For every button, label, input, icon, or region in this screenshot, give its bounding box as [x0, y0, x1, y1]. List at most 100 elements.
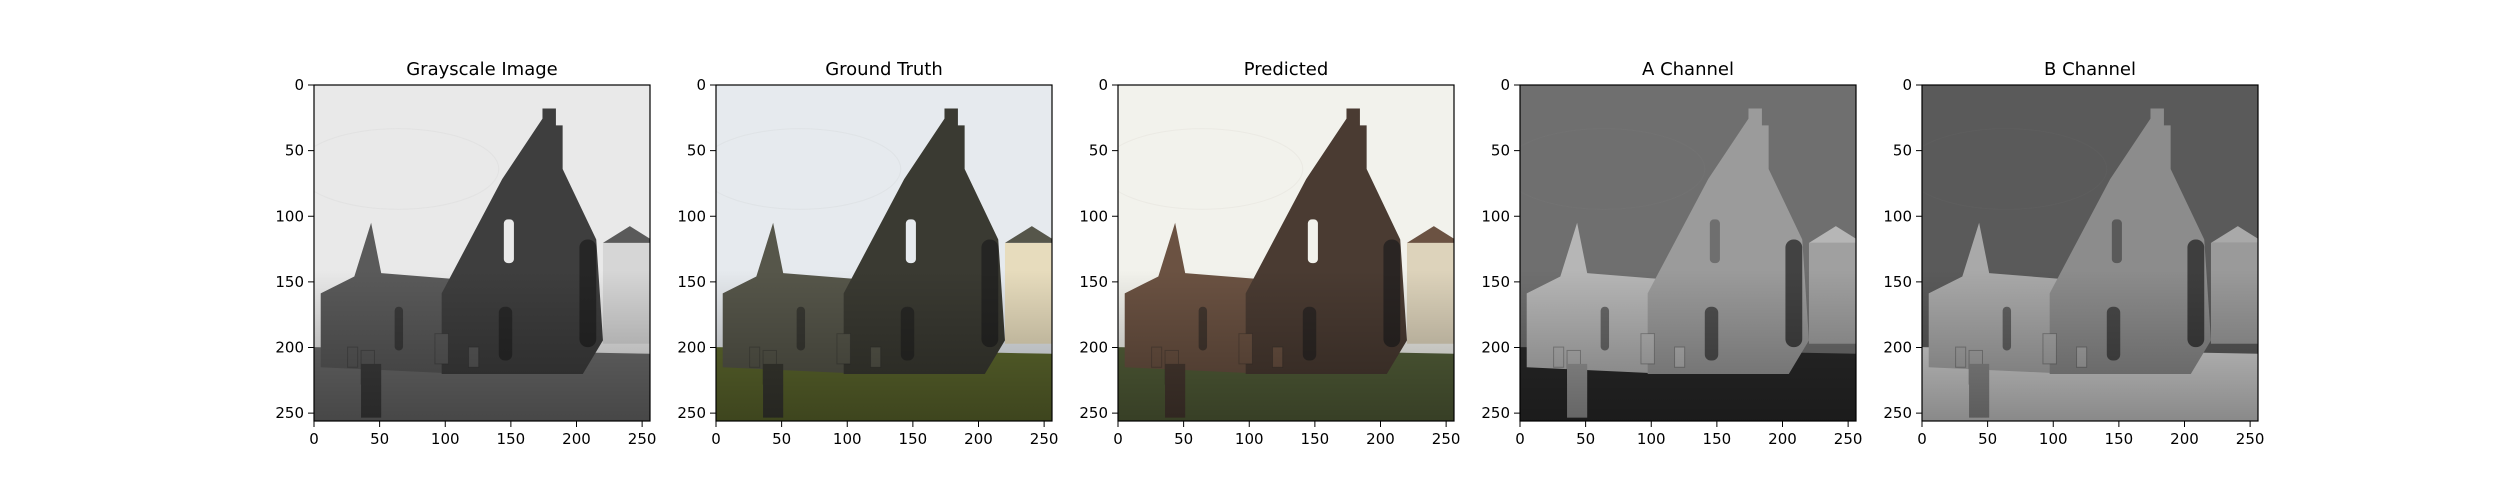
x-tick-label: 100: [833, 430, 862, 448]
x-tick-label: 200: [964, 430, 993, 448]
shade-overlay: [1118, 269, 1454, 421]
x-axis: 0 50 100 150 200 250: [1515, 421, 1862, 448]
y-axis: 0 50 100 150 200 250: [275, 76, 314, 422]
window-opening: [905, 219, 916, 264]
cloud-shape: [1520, 128, 1706, 210]
panel-ground-truth: Ground Truth 0 50 100 150 200 250 0 50 100 150 200 2…: [677, 59, 1058, 448]
y-tick-label: 200: [1481, 339, 1510, 357]
x-axis: 0 50 100 150 200 250: [309, 421, 656, 448]
y-tick-label: 0: [1902, 76, 1912, 94]
x-tick-label: 50: [1174, 430, 1193, 448]
shade-overlay: [314, 269, 650, 421]
x-axis: 0 50 100 150 200 250: [711, 421, 1058, 448]
y-tick-label: 100: [1481, 207, 1510, 225]
window-opening: [1307, 219, 1318, 264]
house-roof: [1406, 226, 1454, 243]
y-tick-label: 150: [1481, 273, 1510, 291]
shade-overlay: [1520, 269, 1856, 421]
x-tick-label: 150: [2105, 430, 2134, 448]
y-tick-label: 50: [1491, 142, 1510, 160]
y-tick-label: 250: [1079, 404, 1108, 422]
y-tick-label: 150: [275, 273, 304, 291]
house-roof: [1004, 226, 1052, 243]
panel-a-channel: A Channel 0 50 100 150 200 250 0 50 100 150 200 250: [1481, 59, 1862, 448]
axes-frame: [1117, 84, 1455, 422]
y-tick-label: 100: [1883, 207, 1912, 225]
x-tick-label: 150: [899, 430, 928, 448]
y-tick-label: 150: [677, 273, 706, 291]
x-tick-label: 50: [1576, 430, 1595, 448]
y-tick-label: 200: [275, 339, 304, 357]
panel-title: Predicted: [1244, 59, 1329, 80]
x-tick-label: 200: [1366, 430, 1395, 448]
house-roof: [602, 226, 650, 243]
house-roof: [2210, 226, 2258, 243]
y-tick-label: 150: [1079, 273, 1108, 291]
x-tick-label: 200: [2170, 430, 2199, 448]
window-opening: [1709, 219, 1720, 264]
x-tick-label: 100: [431, 430, 460, 448]
y-tick-label: 250: [275, 404, 304, 422]
axes-frame: [1519, 84, 1857, 422]
panel-title: B Channel: [2044, 59, 2136, 80]
x-tick-label: 0: [1515, 430, 1525, 448]
y-tick-label: 200: [1079, 339, 1108, 357]
shade-overlay: [716, 269, 1052, 421]
y-tick-label: 200: [1883, 339, 1912, 357]
axes-frame: [715, 84, 1053, 422]
x-tick-label: 250: [1834, 430, 1863, 448]
panel-image: [1520, 85, 1856, 421]
y-tick-label: 0: [1098, 76, 1108, 94]
x-tick-label: 250: [1030, 430, 1059, 448]
x-tick-label: 50: [772, 430, 791, 448]
y-tick-label: 250: [1481, 404, 1510, 422]
shade-overlay: [1922, 269, 2258, 421]
x-tick-label: 50: [1978, 430, 1997, 448]
axes-frame: [1921, 84, 2259, 422]
x-tick-label: 150: [1301, 430, 1330, 448]
x-tick-label: 100: [2039, 430, 2068, 448]
x-tick-label: 0: [711, 430, 721, 448]
axes-frame: [313, 84, 651, 422]
x-tick-label: 0: [1917, 430, 1927, 448]
y-tick-label: 100: [677, 207, 706, 225]
x-tick-label: 250: [2236, 430, 2265, 448]
x-tick-label: 50: [370, 430, 389, 448]
x-tick-label: 0: [309, 430, 319, 448]
x-tick-label: 250: [1432, 430, 1461, 448]
x-axis: 0 50 100 150 200 250: [1113, 421, 1460, 448]
x-tick-label: 100: [1235, 430, 1264, 448]
x-tick-label: 100: [1637, 430, 1666, 448]
panel-title: Grayscale Image: [406, 59, 558, 80]
y-tick-label: 100: [1079, 207, 1108, 225]
y-axis: 0 50 100 150 200 250: [1481, 76, 1520, 422]
cloud-shape: [1118, 128, 1304, 210]
cloud-shape: [716, 128, 902, 210]
y-tick-label: 250: [1883, 404, 1912, 422]
cloud-shape: [314, 128, 500, 210]
y-tick-label: 50: [285, 142, 304, 160]
panel-image: [314, 85, 650, 421]
y-tick-label: 200: [677, 339, 706, 357]
panel-image: [1922, 85, 2258, 421]
y-axis: 0 50 100 150 200 250: [1883, 76, 1922, 422]
x-tick-label: 0: [1113, 430, 1123, 448]
x-axis: 0 50 100 150 200 250: [1917, 421, 2264, 448]
house-roof: [1808, 226, 1856, 243]
y-tick-label: 250: [677, 404, 706, 422]
y-tick-label: 100: [275, 207, 304, 225]
y-tick-label: 0: [1500, 76, 1510, 94]
cloud-shape: [1922, 128, 2108, 210]
y-tick-label: 50: [1089, 142, 1108, 160]
window-opening: [503, 219, 514, 264]
panel-grayscale: Grayscale Image 0 50 100 150 200 250 0 50 100 150 2…: [275, 59, 656, 448]
x-tick-label: 200: [562, 430, 591, 448]
y-tick-label: 150: [1883, 273, 1912, 291]
x-tick-label: 150: [1703, 430, 1732, 448]
panel-image: [1118, 85, 1454, 421]
x-tick-label: 200: [1768, 430, 1797, 448]
panel-title: A Channel: [1642, 59, 1734, 80]
panel-image: [716, 85, 1052, 421]
y-tick-label: 0: [294, 76, 304, 94]
